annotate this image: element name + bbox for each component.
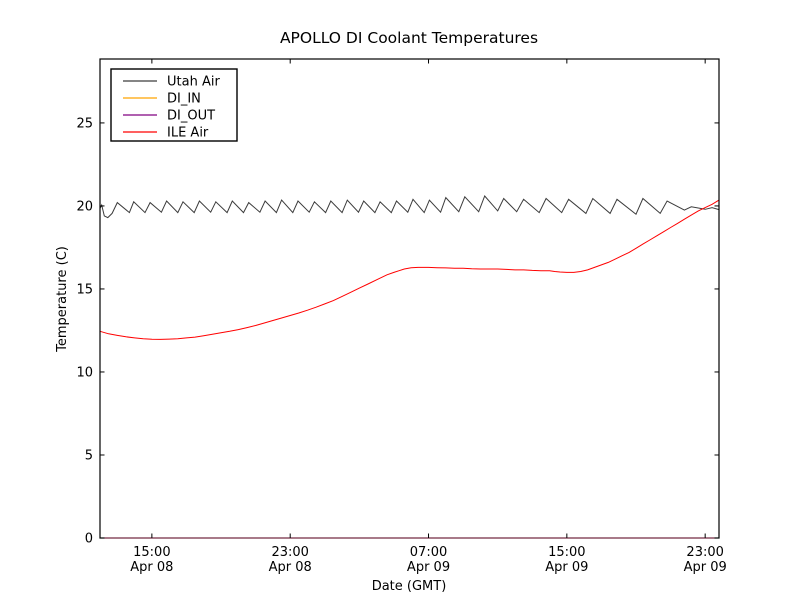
y-tick-label: 15 — [76, 282, 93, 297]
x-tick-label-date: Apr 09 — [407, 560, 450, 575]
series-group — [99, 195, 720, 340]
legend-label-di-in: DI_IN — [167, 92, 201, 107]
y-tick-label: 5 — [85, 448, 93, 463]
legend-label-utah-air: Utah Air — [167, 75, 220, 90]
x-tick-label-time: 15:00 — [133, 545, 170, 560]
legend: Utah Air DI_IN DI_OUT ILE Air — [110, 68, 238, 142]
x-tick-label-date: Apr 09 — [545, 560, 588, 575]
x-tick-label-date: Apr 08 — [130, 560, 173, 575]
y-tick-label: 0 — [85, 532, 93, 547]
legend-label-ile-air: ILE Air — [167, 126, 209, 141]
series-line-utah-air — [99, 195, 720, 219]
y-tick-label: 20 — [76, 199, 93, 214]
x-tick-label-date: Apr 09 — [684, 560, 727, 575]
y-tick-label: 25 — [76, 116, 93, 131]
x-tick-label-time: 23:00 — [271, 545, 308, 560]
x-tick-label-time: 15:00 — [548, 545, 585, 560]
y-axis-label: Temperature (C) — [55, 246, 70, 353]
y-tick-label: 10 — [76, 365, 93, 380]
axes-group — [99, 58, 720, 539]
chart-title: APOLLO DI Coolant Temperatures — [280, 29, 538, 47]
legend-label-di-out: DI_OUT — [167, 109, 215, 124]
series-line-ile-air — [99, 199, 720, 340]
x-axis-label: Date (GMT) — [372, 579, 447, 594]
x-tick-label-date: Apr 08 — [269, 560, 312, 575]
x-tick-label-time: 07:00 — [410, 545, 447, 560]
x-tick-label-time: 23:00 — [686, 545, 723, 560]
